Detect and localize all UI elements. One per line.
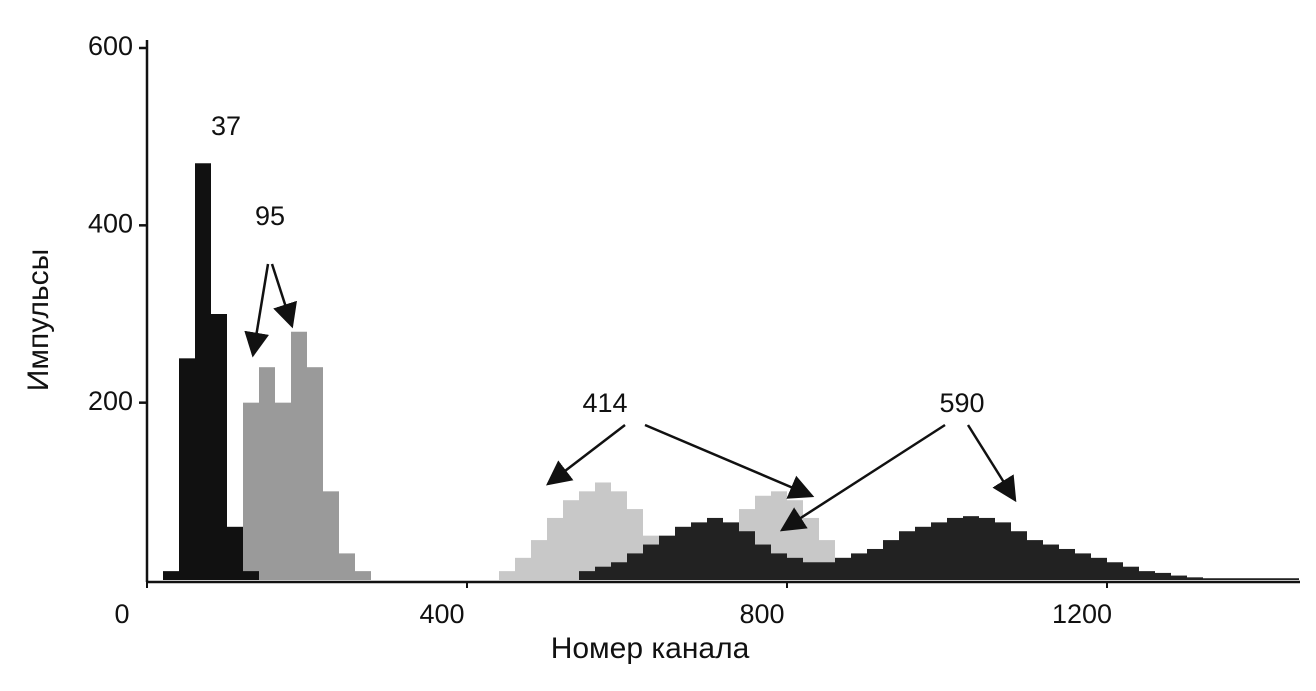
peak-label: 95 xyxy=(255,201,285,231)
bar xyxy=(307,367,323,580)
bar xyxy=(723,522,739,580)
peak-label: 37 xyxy=(211,111,241,141)
bar xyxy=(659,535,675,580)
bar xyxy=(995,522,1011,580)
bar xyxy=(739,531,755,580)
bar xyxy=(1075,553,1091,580)
bar xyxy=(259,367,275,580)
arrow xyxy=(244,263,270,358)
peak-label: 590 xyxy=(939,388,984,418)
bar xyxy=(195,163,211,580)
bar xyxy=(963,516,979,580)
y-tick-label: 400 xyxy=(88,208,133,238)
bar xyxy=(1059,548,1075,580)
y-tick-label: 200 xyxy=(88,386,133,416)
bar xyxy=(755,544,771,580)
bar xyxy=(771,553,787,580)
bar xyxy=(355,571,371,580)
bar xyxy=(787,557,803,580)
x-tick-label: 1200 xyxy=(1052,599,1112,629)
bar xyxy=(899,531,915,580)
bar xyxy=(547,517,563,580)
bar xyxy=(339,553,355,580)
bar xyxy=(1267,578,1283,580)
bar xyxy=(1091,557,1107,580)
bar xyxy=(323,491,339,580)
x-tick-label: 400 xyxy=(419,599,464,629)
bar xyxy=(803,562,819,580)
arrow xyxy=(270,263,297,329)
bar xyxy=(1155,572,1171,580)
bar xyxy=(1203,578,1219,580)
bar xyxy=(1107,562,1123,580)
bar xyxy=(1139,571,1155,580)
bar xyxy=(611,491,627,580)
arrow xyxy=(779,423,946,532)
bar xyxy=(1011,531,1027,580)
bar xyxy=(627,553,643,580)
bar xyxy=(291,331,307,580)
plot-area xyxy=(163,163,1299,580)
arrow xyxy=(966,424,1017,503)
bar xyxy=(835,557,851,580)
arrow xyxy=(644,423,815,499)
arrow xyxy=(546,424,626,486)
x-axis-label: Номер канала xyxy=(551,632,750,665)
bar xyxy=(595,482,611,580)
bar xyxy=(915,526,931,580)
bar xyxy=(947,517,963,580)
bar xyxy=(179,358,195,580)
peak-label: 414 xyxy=(582,388,627,418)
bar xyxy=(1171,575,1187,580)
bar xyxy=(867,548,883,580)
y-axis-label: Импульсы xyxy=(22,249,55,391)
arrows xyxy=(244,263,1017,532)
bar xyxy=(1027,540,1043,580)
bar xyxy=(1235,578,1251,580)
bar xyxy=(643,544,659,580)
bar xyxy=(931,522,947,580)
bar xyxy=(1251,578,1267,580)
bar xyxy=(595,566,611,580)
bar xyxy=(579,491,595,580)
bar xyxy=(707,517,723,580)
bar xyxy=(691,522,707,580)
bar xyxy=(243,571,259,580)
y-tick-label: 600 xyxy=(88,31,133,61)
bar xyxy=(163,571,179,580)
bar xyxy=(675,526,691,580)
bar xyxy=(979,517,995,580)
bar xyxy=(499,571,515,580)
bar xyxy=(211,314,227,580)
x-tick-label: 800 xyxy=(739,599,784,629)
bar xyxy=(1283,578,1299,580)
bar xyxy=(1043,544,1059,580)
bar xyxy=(579,571,595,580)
bar xyxy=(611,562,627,580)
bar xyxy=(227,526,243,580)
bar xyxy=(563,500,579,580)
bar xyxy=(1187,577,1203,580)
x-tick-label: 0 xyxy=(114,599,129,629)
bar xyxy=(515,557,531,580)
bar xyxy=(883,540,899,580)
bar xyxy=(531,540,547,580)
bar xyxy=(819,562,835,580)
bar xyxy=(851,553,867,580)
bar xyxy=(243,402,259,580)
bar xyxy=(1123,566,1139,580)
bar xyxy=(275,402,291,580)
bar xyxy=(1219,578,1235,580)
